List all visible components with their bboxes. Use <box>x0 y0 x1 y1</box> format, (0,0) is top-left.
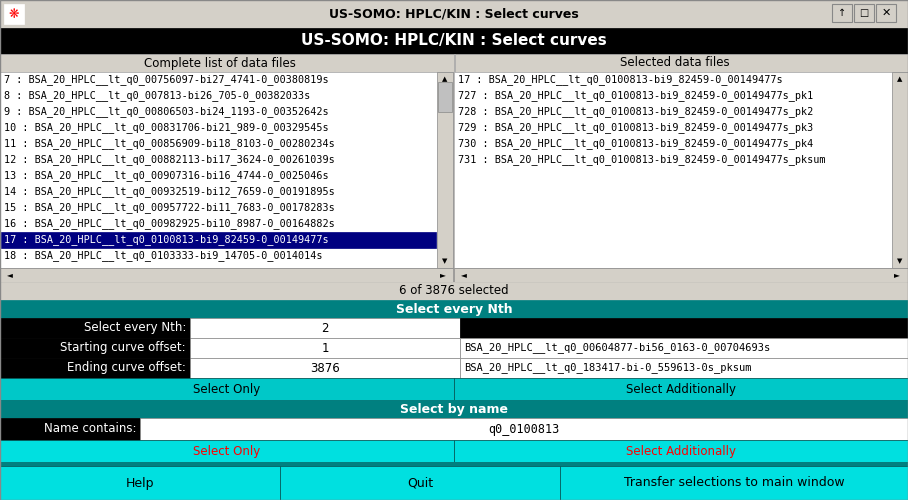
Text: 8 : BSA_20_HPLC__lt_q0_007813-bi26_705-0_00382033s: 8 : BSA_20_HPLC__lt_q0_007813-bi26_705-0… <box>4 90 311 102</box>
Text: US-SOMO: HPLC/KIN : Select curves: US-SOMO: HPLC/KIN : Select curves <box>329 8 579 20</box>
Text: 731 : BSA_20_HPLC__lt_q0_0100813-bi9_82459-0_00149477s_pksum: 731 : BSA_20_HPLC__lt_q0_0100813-bi9_824… <box>458 154 825 166</box>
Bar <box>0 300 908 318</box>
Text: US-SOMO: HPLC/KIN : Select curves: US-SOMO: HPLC/KIN : Select curves <box>301 34 607 48</box>
Text: ▼: ▼ <box>442 258 448 264</box>
Text: Starting curve offset:: Starting curve offset: <box>60 342 186 354</box>
Bar <box>454 378 908 400</box>
Text: Transfer selections to main window: Transfer selections to main window <box>624 476 844 490</box>
Text: 6 of 3876 selected: 6 of 3876 selected <box>400 284 508 298</box>
Text: 729 : BSA_20_HPLC__lt_q0_0100813-bi9_82459-0_00149477s_pk3: 729 : BSA_20_HPLC__lt_q0_0100813-bi9_824… <box>458 122 814 134</box>
Bar <box>460 358 908 378</box>
Text: Selected data files: Selected data files <box>620 56 730 70</box>
Text: ►: ► <box>894 270 900 280</box>
Text: 7 : BSA_20_HPLC__lt_q0_00756097-bi27_4741-0_00380819s: 7 : BSA_20_HPLC__lt_q0_00756097-bi27_474… <box>4 74 329 86</box>
Text: ❋: ❋ <box>9 8 19 20</box>
Text: ◄: ◄ <box>7 270 13 280</box>
Bar <box>454 54 455 72</box>
Text: Select Additionally: Select Additionally <box>626 382 736 396</box>
Text: □: □ <box>859 8 869 18</box>
Bar <box>0 418 140 440</box>
Bar <box>0 0 908 28</box>
Bar <box>0 466 280 500</box>
Text: Quit: Quit <box>407 476 433 490</box>
Text: 730 : BSA_20_HPLC__lt_q0_0100813-bi9_82459-0_00149477s_pk4: 730 : BSA_20_HPLC__lt_q0_0100813-bi9_824… <box>458 138 814 149</box>
Bar <box>454 268 908 282</box>
Text: Select Only: Select Only <box>193 444 261 458</box>
Text: ▲: ▲ <box>442 76 448 82</box>
Bar <box>0 358 190 378</box>
Bar <box>854 4 874 22</box>
Bar <box>0 268 453 282</box>
Text: BSA_20_HPLC__lt_q0_183417-bi-0_559613-0s_pksum: BSA_20_HPLC__lt_q0_183417-bi-0_559613-0s… <box>464 362 752 374</box>
Text: ►: ► <box>440 270 446 280</box>
Text: 728 : BSA_20_HPLC__lt_q0_0100813-bi9_82459-0_00149477s_pk2: 728 : BSA_20_HPLC__lt_q0_0100813-bi9_824… <box>458 106 814 118</box>
Text: Complete list of data files: Complete list of data files <box>144 56 296 70</box>
Text: 18 : BSA_20_HPLC__lt_q0_0103333-bi9_14705-0_0014014s: 18 : BSA_20_HPLC__lt_q0_0103333-bi9_1470… <box>4 250 322 262</box>
Bar <box>0 378 454 400</box>
Bar <box>892 72 908 268</box>
Text: 3876: 3876 <box>311 362 340 374</box>
Bar <box>454 440 908 462</box>
Text: Select every Nth:: Select every Nth: <box>84 322 186 334</box>
Bar <box>190 318 460 338</box>
Bar <box>190 338 460 358</box>
Bar <box>280 466 560 500</box>
Text: ↑: ↑ <box>838 8 846 18</box>
Text: Name contains:: Name contains: <box>44 422 136 436</box>
Text: 13 : BSA_20_HPLC__lt_q0_00907316-bi16_4744-0_0025046s: 13 : BSA_20_HPLC__lt_q0_00907316-bi16_47… <box>4 170 329 181</box>
Bar <box>454 72 908 268</box>
Text: Help: Help <box>125 476 154 490</box>
Bar <box>438 82 452 112</box>
Bar <box>0 462 908 466</box>
Text: ▼: ▼ <box>897 258 903 264</box>
Text: ▲: ▲ <box>897 76 903 82</box>
Text: 1: 1 <box>321 342 329 354</box>
Text: BSA_20_HPLC__lt_q0_00604877-bi56_0163-0_00704693s: BSA_20_HPLC__lt_q0_00604877-bi56_0163-0_… <box>464 342 770 353</box>
Bar <box>0 28 908 54</box>
Text: Select by name: Select by name <box>400 402 508 415</box>
Bar <box>140 418 908 440</box>
Text: 12 : BSA_20_HPLC__lt_q0_00882113-bi17_3624-0_00261039s: 12 : BSA_20_HPLC__lt_q0_00882113-bi17_36… <box>4 154 335 166</box>
Text: ◄: ◄ <box>461 270 467 280</box>
Text: Select every Nth: Select every Nth <box>396 302 512 316</box>
Bar <box>832 4 852 22</box>
Bar <box>0 72 453 268</box>
Bar <box>190 358 460 378</box>
Text: Select Additionally: Select Additionally <box>626 444 736 458</box>
Bar <box>460 338 908 358</box>
Bar <box>0 400 908 418</box>
Bar <box>0 282 908 300</box>
Bar <box>876 4 896 22</box>
Text: 10 : BSA_20_HPLC__lt_q0_00831706-bi21_989-0_00329545s: 10 : BSA_20_HPLC__lt_q0_00831706-bi21_98… <box>4 122 329 134</box>
Text: 17 : BSA_20_HPLC__lt_q0_0100813-bi9_82459-0_00149477s: 17 : BSA_20_HPLC__lt_q0_0100813-bi9_8245… <box>4 234 329 246</box>
Bar <box>460 318 908 338</box>
Text: 11 : BSA_20_HPLC__lt_q0_00856909-bi18_8103-0_00280234s: 11 : BSA_20_HPLC__lt_q0_00856909-bi18_81… <box>4 138 335 149</box>
Text: 9 : BSA_20_HPLC__lt_q0_00806503-bi24_1193-0_00352642s: 9 : BSA_20_HPLC__lt_q0_00806503-bi24_119… <box>4 106 329 118</box>
Text: 2: 2 <box>321 322 329 334</box>
Text: 16 : BSA_20_HPLC__lt_q0_00982925-bi10_8987-0_00164882s: 16 : BSA_20_HPLC__lt_q0_00982925-bi10_89… <box>4 218 335 230</box>
Text: Select Only: Select Only <box>193 382 261 396</box>
Text: Ending curve offset:: Ending curve offset: <box>67 362 186 374</box>
Bar <box>4 4 24 24</box>
Text: 17 : BSA_20_HPLC__lt_q0_0100813-bi9_82459-0_00149477s: 17 : BSA_20_HPLC__lt_q0_0100813-bi9_8245… <box>458 74 783 86</box>
Bar <box>1 232 436 248</box>
Bar <box>0 440 454 462</box>
Text: q0_0100813: q0_0100813 <box>489 422 559 436</box>
Text: 14 : BSA_20_HPLC__lt_q0_00932519-bi12_7659-0_00191895s: 14 : BSA_20_HPLC__lt_q0_00932519-bi12_76… <box>4 186 335 198</box>
Text: ✕: ✕ <box>882 8 891 18</box>
Bar <box>0 54 908 72</box>
Bar <box>560 466 908 500</box>
Text: 15 : BSA_20_HPLC__lt_q0_00957722-bi11_7683-0_00178283s: 15 : BSA_20_HPLC__lt_q0_00957722-bi11_76… <box>4 202 335 213</box>
Bar <box>0 318 190 338</box>
Text: 727 : BSA_20_HPLC__lt_q0_0100813-bi9_82459-0_00149477s_pk1: 727 : BSA_20_HPLC__lt_q0_0100813-bi9_824… <box>458 90 814 102</box>
Bar <box>437 72 453 268</box>
Bar <box>0 338 190 358</box>
